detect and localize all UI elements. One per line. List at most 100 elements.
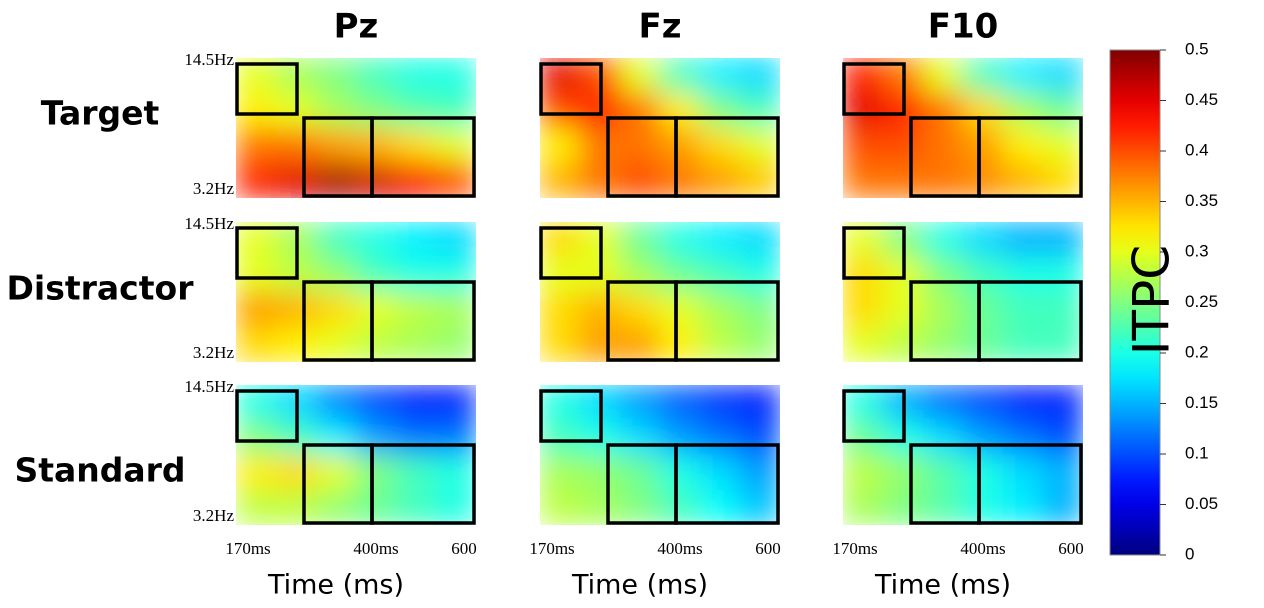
heat-cell bbox=[659, 162, 701, 198]
heat-cell bbox=[236, 127, 277, 164]
window-box bbox=[539, 226, 603, 280]
colorbar-tick-label: 0.45 bbox=[1185, 90, 1218, 109]
heat-cell bbox=[1042, 326, 1083, 362]
y-label-top: 14.5Hz bbox=[184, 50, 234, 69]
heat-cell bbox=[1042, 256, 1083, 293]
heat-cell bbox=[395, 454, 437, 491]
heat-cell bbox=[962, 454, 1004, 491]
x-label: 400ms bbox=[353, 539, 398, 558]
heat-cell bbox=[619, 127, 661, 164]
heat-cell bbox=[699, 454, 741, 491]
heat-cell bbox=[739, 58, 780, 94]
window-box bbox=[235, 389, 299, 443]
heat-cell bbox=[962, 222, 1004, 258]
heat-cell bbox=[275, 326, 317, 362]
heat-cell bbox=[275, 127, 317, 164]
heat-cell bbox=[962, 291, 1004, 328]
heat-cell bbox=[962, 92, 1004, 129]
heat-cell bbox=[739, 92, 780, 129]
heat-cell bbox=[962, 256, 1004, 293]
heat-cell bbox=[699, 256, 741, 293]
heat-cell bbox=[739, 419, 780, 456]
colorbar-tick-label: 0.25 bbox=[1185, 292, 1218, 311]
heat-cell bbox=[659, 127, 701, 164]
heat-cell bbox=[315, 58, 357, 94]
heat-cell bbox=[962, 489, 1004, 525]
heat-cell bbox=[922, 58, 964, 94]
heatmap bbox=[236, 58, 476, 198]
heat-cell bbox=[739, 489, 780, 525]
heat-cell bbox=[882, 291, 924, 328]
heat-cell bbox=[355, 326, 397, 362]
window-box bbox=[977, 116, 1083, 198]
heat-cell bbox=[843, 326, 884, 362]
heat-cell bbox=[435, 419, 476, 456]
x-label: 400ms bbox=[657, 539, 702, 558]
heat-cell bbox=[659, 92, 701, 129]
window-box bbox=[674, 443, 780, 525]
heat-cell bbox=[1002, 291, 1044, 328]
heat-cell bbox=[962, 385, 1004, 421]
heat-cell bbox=[435, 92, 476, 129]
x-axis-title: Time (ms) bbox=[874, 570, 1011, 601]
heatmap-cells bbox=[540, 385, 780, 525]
heat-cell bbox=[579, 127, 621, 164]
y-label-top: 14.5Hz bbox=[184, 214, 234, 233]
heat-cell bbox=[540, 256, 581, 293]
heat-cell bbox=[435, 58, 476, 94]
window-box bbox=[370, 443, 476, 525]
heat-cell bbox=[699, 92, 741, 129]
heat-cell bbox=[395, 127, 437, 164]
heat-cell bbox=[619, 92, 661, 129]
heat-cell bbox=[739, 326, 780, 362]
heat-cell bbox=[1002, 127, 1044, 164]
heat-cell bbox=[315, 489, 357, 525]
heat-cell bbox=[435, 222, 476, 258]
heat-cell bbox=[236, 162, 277, 198]
colorbar-tick-label: 0.05 bbox=[1185, 494, 1218, 513]
window-box bbox=[539, 62, 603, 116]
column-title: Fz bbox=[638, 7, 681, 47]
window-box bbox=[842, 389, 906, 443]
heat-cell bbox=[1042, 127, 1083, 164]
heat-cell bbox=[315, 256, 357, 293]
heat-cell bbox=[843, 454, 884, 491]
heat-cell bbox=[922, 291, 964, 328]
heat-cell bbox=[1042, 58, 1083, 94]
heat-cell bbox=[659, 58, 701, 94]
heat-cell bbox=[540, 489, 581, 525]
row-label: Distractor bbox=[7, 269, 195, 308]
column-title: F10 bbox=[928, 7, 999, 47]
heatmap-cells bbox=[236, 58, 476, 198]
heat-cell bbox=[659, 419, 701, 456]
heat-cell bbox=[1042, 162, 1083, 198]
heat-cell bbox=[659, 385, 701, 421]
heat-cell bbox=[579, 489, 621, 525]
heat-cell bbox=[435, 326, 476, 362]
heat-cell bbox=[275, 454, 317, 491]
heat-cell bbox=[962, 162, 1004, 198]
heat-cell bbox=[1042, 222, 1083, 258]
heat-cell bbox=[962, 58, 1004, 94]
heat-cell bbox=[659, 454, 701, 491]
heat-cell bbox=[355, 291, 397, 328]
y-label-bottom: 3.2Hz bbox=[193, 343, 235, 362]
heat-cell bbox=[236, 92, 277, 129]
heat-cell bbox=[882, 162, 924, 198]
heat-cell bbox=[699, 385, 741, 421]
heat-cell bbox=[882, 454, 924, 491]
heat-cell bbox=[540, 291, 581, 328]
x-label: 170ms bbox=[529, 539, 574, 558]
heat-cell bbox=[659, 256, 701, 293]
heat-cell bbox=[355, 222, 397, 258]
colorbar-label: ITPC bbox=[1123, 245, 1181, 355]
heat-cell bbox=[435, 489, 476, 525]
heat-cell bbox=[435, 162, 476, 198]
heat-cell bbox=[315, 419, 357, 456]
heat-cell bbox=[315, 92, 357, 129]
x-label: 170ms bbox=[225, 539, 270, 558]
heat-cell bbox=[540, 419, 581, 456]
x-axis-title: Time (ms) bbox=[571, 570, 708, 601]
heat-cell bbox=[355, 489, 397, 525]
heat-cell bbox=[922, 127, 964, 164]
